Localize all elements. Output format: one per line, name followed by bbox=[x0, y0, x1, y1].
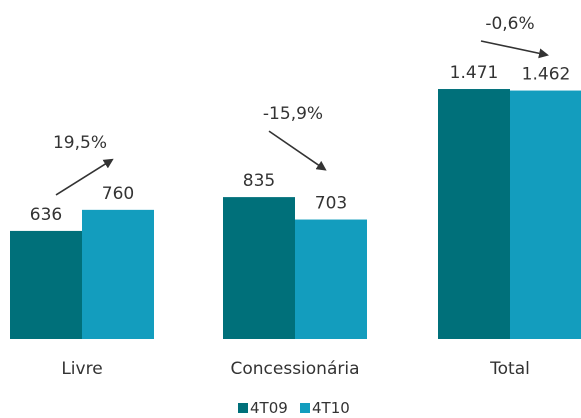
legend-label-4t10: 4T10 bbox=[312, 399, 350, 417]
plot-area: 636 760 Livre 19,5% 835 703 Concessionária -15,… bbox=[10, 14, 581, 379]
legend-label-4t09: 4T09 bbox=[250, 399, 288, 417]
bar-group-1: 835 703 Concessionária -15,9% bbox=[223, 104, 367, 379]
bar-4t09-2 bbox=[438, 89, 510, 339]
bar-4t09-0 bbox=[10, 230, 82, 339]
change-label-1: -15,9% bbox=[263, 104, 323, 124]
bar-4t10-0 bbox=[82, 209, 154, 339]
data-label-4t10-1: 703 bbox=[315, 194, 347, 214]
data-label-4t09-0: 636 bbox=[30, 205, 62, 225]
change-arrow-2 bbox=[480, 40, 549, 59]
data-label-4t10-2: 1.462 bbox=[522, 65, 571, 85]
bar-group-0: 636 760 Livre 19,5% bbox=[10, 133, 154, 379]
bar-4t09-1 bbox=[223, 197, 295, 339]
category-label-1: Concessionária bbox=[230, 359, 359, 379]
legend: 4T09 4T10 bbox=[238, 399, 350, 417]
legend-swatch-4t10 bbox=[300, 403, 310, 413]
bar-4t10-2 bbox=[510, 90, 581, 339]
change-arrow-0 bbox=[55, 158, 114, 196]
change-arrow-1 bbox=[268, 130, 327, 171]
data-label-4t09-2: 1.471 bbox=[450, 63, 499, 83]
change-label-2: -0,6% bbox=[485, 14, 534, 34]
category-label-0: Livre bbox=[61, 359, 102, 379]
data-label-4t09-1: 835 bbox=[243, 171, 275, 191]
data-label-4t10-0: 760 bbox=[102, 184, 134, 204]
legend-swatch-4t09 bbox=[238, 403, 248, 413]
bar-4t10-1 bbox=[295, 219, 367, 339]
category-label-2: Total bbox=[489, 359, 530, 379]
change-label-0: 19,5% bbox=[53, 133, 107, 153]
bar-group-2: 1.471 1.462 Total -0,6% bbox=[438, 14, 581, 379]
